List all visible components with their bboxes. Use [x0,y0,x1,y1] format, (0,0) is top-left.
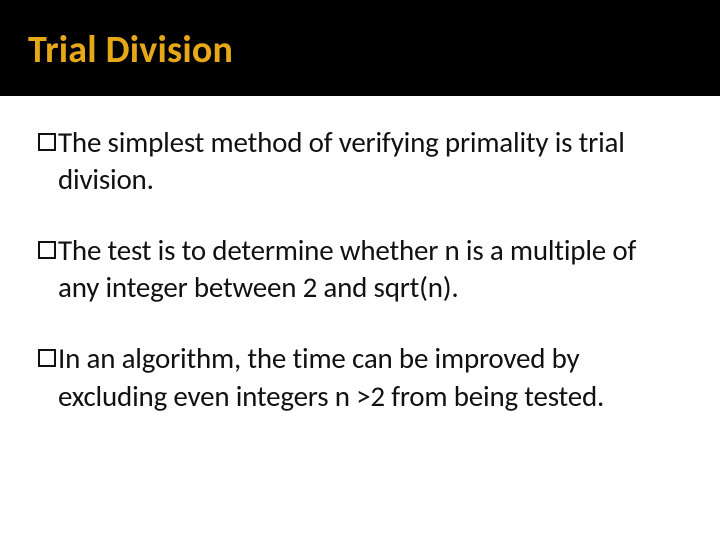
list-item: The simplest method of verifying primali… [38,124,680,198]
slide: Trial Division The simplest method of ve… [0,0,720,540]
bullet-text: The simplest method of verifying primali… [58,124,680,198]
list-item: The test is to determine whether n is a … [38,232,680,306]
bullet-text: The test is to determine whether n is a … [58,232,680,306]
square-bullet-icon [38,241,56,259]
title-bar: Trial Division [0,0,720,96]
square-bullet-icon [38,133,56,151]
square-bullet-icon [38,349,56,367]
content-area: The simplest method of verifying primali… [0,96,720,415]
page-title: Trial Division [28,27,233,73]
bullet-text: In an algorithm, the time can be improve… [58,340,680,414]
list-item: In an algorithm, the time can be improve… [38,340,680,414]
